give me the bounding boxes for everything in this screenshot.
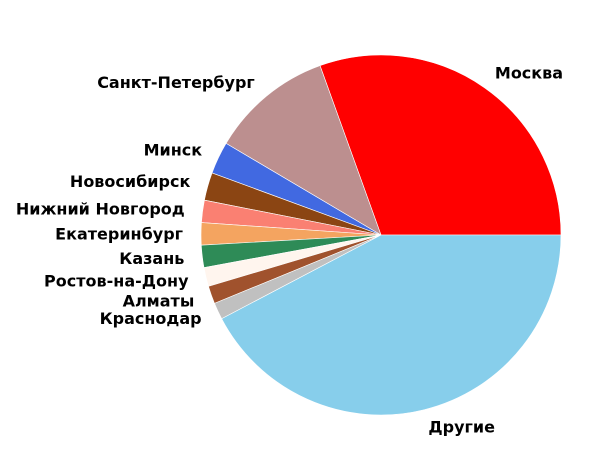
- slice-label-8: Алматы: [123, 291, 195, 310]
- pie-labels: Москва Санкт-Петербург Минск Новосибирск Ниж…: [16, 64, 563, 437]
- pie-slice-10: [221, 234, 562, 416]
- slice-label-1: Санкт-Петербург: [97, 73, 255, 92]
- slice-label-5: Екатеринбург: [55, 224, 183, 243]
- slice-label-2: Минск: [144, 141, 203, 160]
- pie-slice-0: [319, 54, 562, 236]
- slice-label-4: Нижний Новгород: [16, 200, 185, 219]
- slice-label-9: Краснодар: [100, 309, 202, 328]
- pie-slices: [200, 54, 562, 416]
- slice-label-10: Другие: [428, 418, 495, 437]
- slice-label-6: Казань: [119, 249, 184, 268]
- slice-label-0: Москва: [495, 64, 563, 83]
- pie-slice-1: [225, 65, 382, 236]
- slice-label-7: Ростов-на-Дону: [44, 272, 189, 291]
- slice-label-3: Новосибирск: [70, 172, 191, 191]
